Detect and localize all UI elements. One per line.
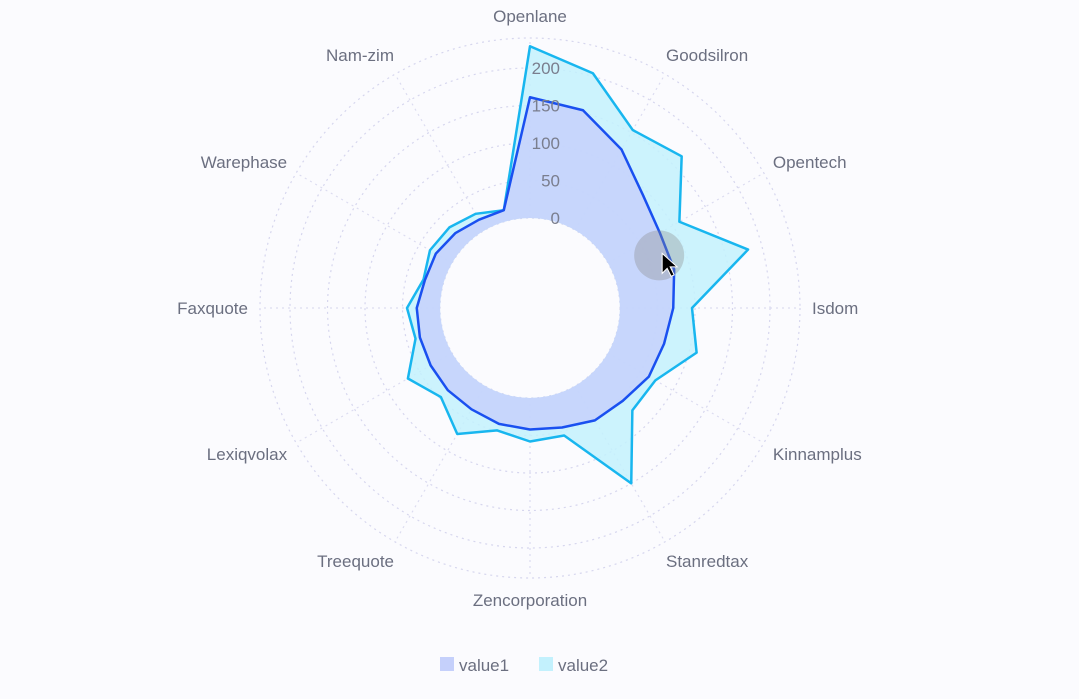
grid-ring [439, 217, 621, 399]
radial-tick-label: 200 [532, 59, 560, 78]
chart-series [405, 45, 750, 485]
series-line-value2 [405, 45, 750, 485]
cursor-icon [661, 252, 679, 278]
category-label: Stanredtax [666, 552, 749, 571]
radial-tick-label: 100 [532, 134, 560, 153]
radial-tick-label: 0 [551, 209, 560, 228]
grid-spoke [394, 73, 486, 231]
legend-swatch-value2 [539, 657, 553, 671]
legend-label-value1: value1 [459, 656, 509, 675]
category-label: Openlane [493, 7, 567, 26]
category-label: Nam-zim [326, 46, 394, 65]
category-label: Treequote [317, 552, 394, 571]
chart-grid [259, 37, 801, 579]
category-label: Lexiqvolax [207, 445, 288, 464]
grid-ring [259, 37, 801, 579]
category-label: Faxquote [177, 299, 248, 318]
category-labels: Openlane Goodsilron Opentech Isdom Kinnamplu… [177, 7, 862, 610]
category-label: Goodsilron [666, 46, 748, 65]
grid-ring [364, 142, 696, 474]
legend-label-value2: value2 [558, 656, 608, 675]
category-label: Zencorporation [473, 591, 587, 610]
series-line-value1 [415, 96, 676, 431]
series-area-value1 [416, 97, 675, 430]
radial-tick-label: 150 [532, 97, 560, 116]
grid-ring [326, 104, 734, 512]
active-point-halo [634, 230, 685, 281]
category-label: Opentech [773, 153, 847, 172]
legend: value1 value2 [440, 656, 608, 675]
category-label: Isdom [812, 299, 858, 318]
radial-tick-labels: 0 50 100 150 200 [532, 59, 560, 228]
radial-tick-label: 50 [541, 172, 560, 191]
grid-spoke [394, 385, 486, 543]
category-label: Warephase [201, 153, 287, 172]
legend-swatch-value1 [440, 657, 454, 671]
category-label: Kinnamplus [773, 445, 862, 464]
grid-spoke [295, 172, 453, 264]
